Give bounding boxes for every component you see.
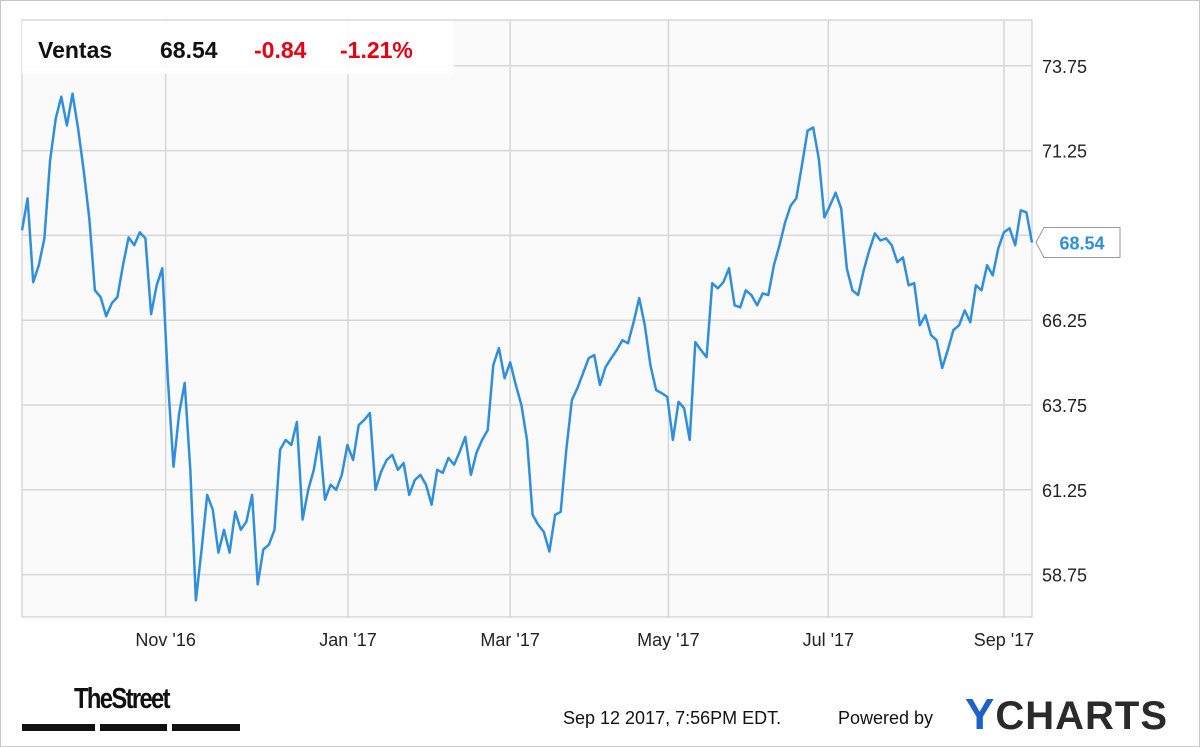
brand-bar [172,724,240,731]
y-tick-label: 71.25 [1042,142,1087,162]
last-value-label: 68.54 [1059,234,1104,254]
y-tick-label: 66.25 [1042,311,1087,331]
ticker: Ventas [38,37,112,63]
grid [22,20,1032,617]
x-tick-label: May '17 [637,630,699,650]
provider-logo: YCHARTS [965,690,1169,739]
y-tick-label: 63.75 [1042,396,1087,416]
x-tick-label: Mar '17 [480,630,539,650]
price-line [20,92,1034,602]
price: 68.54 [160,37,218,63]
brand-bar [22,724,95,731]
timestamp: Sep 12 2017, 7:56PM EDT. [563,708,782,728]
brand-logo: TheStreet [74,683,171,715]
last-value-tag [1035,227,1121,259]
y-tick-label: 61.25 [1042,481,1087,501]
x-tick-label: Sep '17 [974,630,1035,650]
x-tick-label: Jan '17 [319,630,376,650]
x-tick-label: Jul '17 [803,630,854,650]
header-box [22,21,454,74]
change-percent: -1.21% [340,37,413,63]
x-tick-label: Nov '16 [135,630,195,650]
series [20,92,1034,602]
powered-by: Powered by [838,708,934,728]
y-tick-label: 73.75 [1042,57,1087,77]
y-tick-label: 58.75 [1042,566,1087,586]
brand-bar [100,724,167,731]
plot-area [21,19,1033,618]
change: -0.84 [254,37,307,63]
